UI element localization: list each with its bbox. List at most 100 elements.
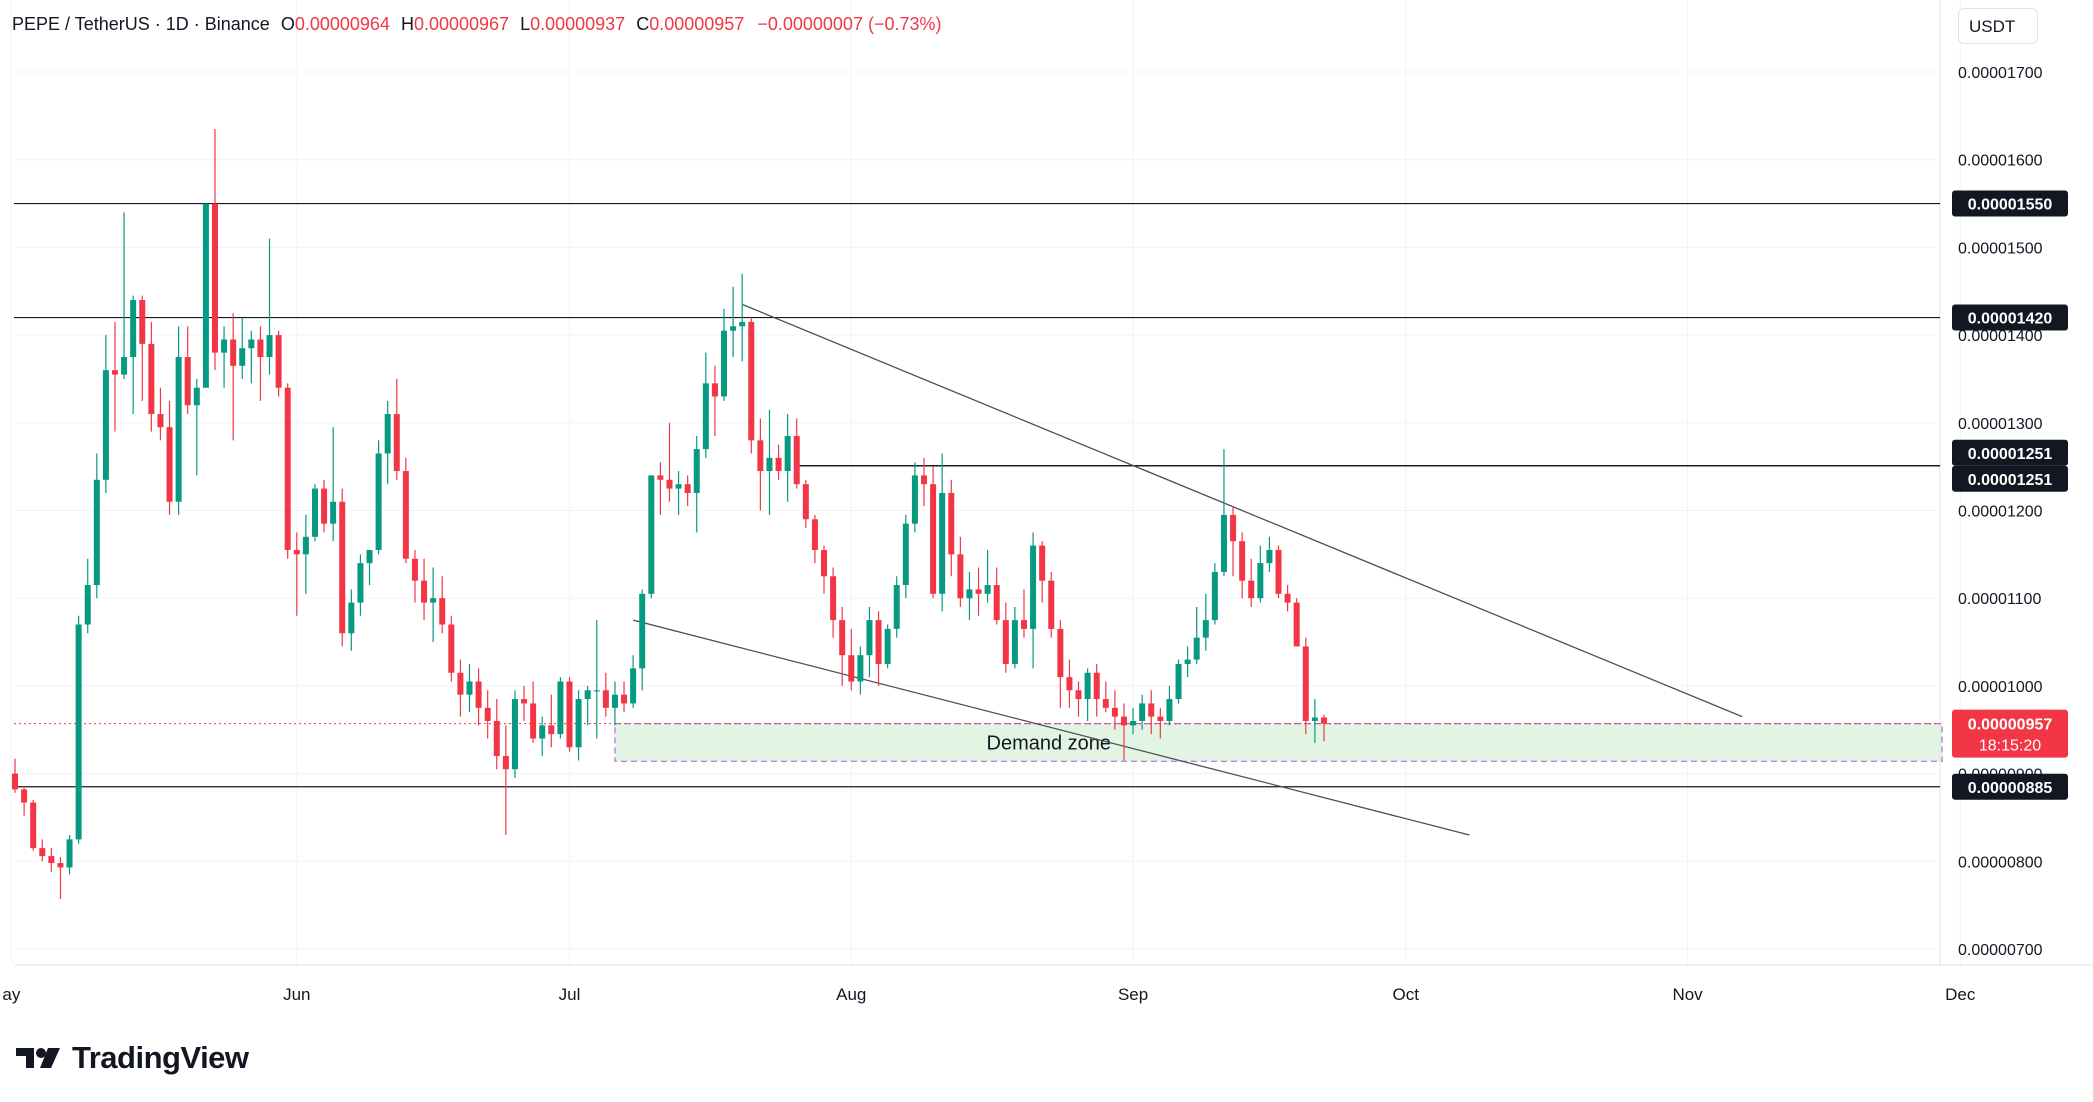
level-tag-text: 0.00001251 <box>1968 446 2053 463</box>
candle <box>993 567 1000 625</box>
time-tick-label: Jun <box>283 985 310 1004</box>
candle-body <box>248 339 255 349</box>
level-tag-box <box>1952 304 2068 331</box>
change-value: −0.00000007 (−0.73%) <box>757 14 942 34</box>
candle <box>430 567 437 643</box>
candle-body <box>366 549 373 564</box>
level-tag-text: 0.00001420 <box>1968 311 2053 328</box>
level-tag-box <box>1952 439 2068 466</box>
candle <box>1257 545 1264 603</box>
candle <box>493 699 500 770</box>
price-axis[interactable]: 0.00001700 0.00001600 0.00001500 0.00001400… <box>1958 65 2043 959</box>
candle-body <box>1157 716 1164 721</box>
candle <box>311 484 318 542</box>
candle <box>1266 536 1273 572</box>
candle-body <box>111 370 118 375</box>
candle <box>1120 703 1127 761</box>
candle-body <box>12 773 18 790</box>
candle-body <box>975 589 982 594</box>
time-axis[interactable]: ay Jun Jul Aug Sep Oct Nov Dec <box>2 985 1975 1004</box>
candle <box>684 475 691 507</box>
candle <box>39 839 46 862</box>
price-tick-label: 0.00001100 <box>1958 591 2041 608</box>
candle <box>402 457 409 564</box>
candle <box>1157 707 1164 739</box>
candle-body <box>1211 571 1218 621</box>
candle <box>175 326 182 515</box>
candle-body <box>39 848 46 857</box>
tradingview-logo-icon <box>16 1048 60 1068</box>
candle-body <box>511 699 518 770</box>
candle <box>666 422 673 502</box>
candle-body <box>1066 677 1073 691</box>
candle-body <box>184 357 191 406</box>
candle-body <box>848 655 855 682</box>
price-tick-label: 0.00001200 <box>1958 504 2043 521</box>
candle-body <box>539 725 546 739</box>
candle <box>275 330 282 397</box>
candle <box>202 203 209 388</box>
currency-button[interactable]: USDT <box>1958 8 2038 44</box>
candle-body <box>784 435 791 472</box>
candle-body <box>1020 620 1027 629</box>
level-tag: 0.00000885 <box>1952 773 2068 800</box>
candle <box>784 414 791 502</box>
candle <box>1202 593 1209 651</box>
candle <box>884 624 891 669</box>
high-label: H <box>400 14 414 34</box>
candle-body <box>1284 593 1291 603</box>
low-label: L <box>520 14 531 34</box>
candle-body <box>48 856 55 864</box>
candle <box>711 365 718 436</box>
candle-body <box>1057 628 1064 678</box>
candle <box>102 335 109 493</box>
candle-body <box>1175 663 1182 700</box>
candle-body <box>666 479 673 489</box>
candle-body <box>939 492 946 594</box>
candle <box>330 427 337 542</box>
candle-body <box>693 449 700 493</box>
trendlines <box>632 303 1743 836</box>
candle <box>557 677 564 739</box>
candle <box>957 536 964 607</box>
candle <box>1148 690 1155 735</box>
candle <box>830 567 837 638</box>
candle <box>230 313 237 441</box>
candle-body <box>1102 699 1109 708</box>
candle <box>184 326 191 415</box>
candle <box>1248 558 1255 607</box>
candle-body <box>748 321 755 441</box>
candle <box>93 453 100 599</box>
candle-body <box>421 580 428 603</box>
candle <box>702 352 709 458</box>
candle-body <box>393 414 400 472</box>
candle-body <box>121 357 128 375</box>
open-label: O <box>280 14 295 34</box>
candle-body <box>84 585 91 625</box>
candle <box>721 308 728 401</box>
tradingview-logo[interactable]: TradingView <box>14 1040 249 1076</box>
candle <box>466 663 473 713</box>
candle <box>893 576 900 638</box>
candle <box>602 672 609 717</box>
candle <box>366 549 373 586</box>
symbol-title[interactable]: PEPE / TetherUS · 1D · Binance <box>12 14 270 34</box>
candle <box>239 317 246 379</box>
candle-body <box>1084 672 1091 700</box>
candle <box>1084 668 1091 721</box>
candle <box>1284 585 1291 612</box>
brand-name: TradingView <box>72 1040 249 1075</box>
candle-body <box>648 475 655 594</box>
candle <box>448 615 455 682</box>
candle <box>166 400 173 515</box>
candle <box>439 576 446 634</box>
candle <box>821 545 828 594</box>
candle <box>739 273 746 362</box>
price-tick-label: 0.00001500 <box>1958 240 2043 257</box>
candle <box>121 212 128 379</box>
candle <box>975 567 982 616</box>
candle-body <box>357 563 364 603</box>
candle-body <box>139 300 146 344</box>
candle-body <box>593 690 600 692</box>
